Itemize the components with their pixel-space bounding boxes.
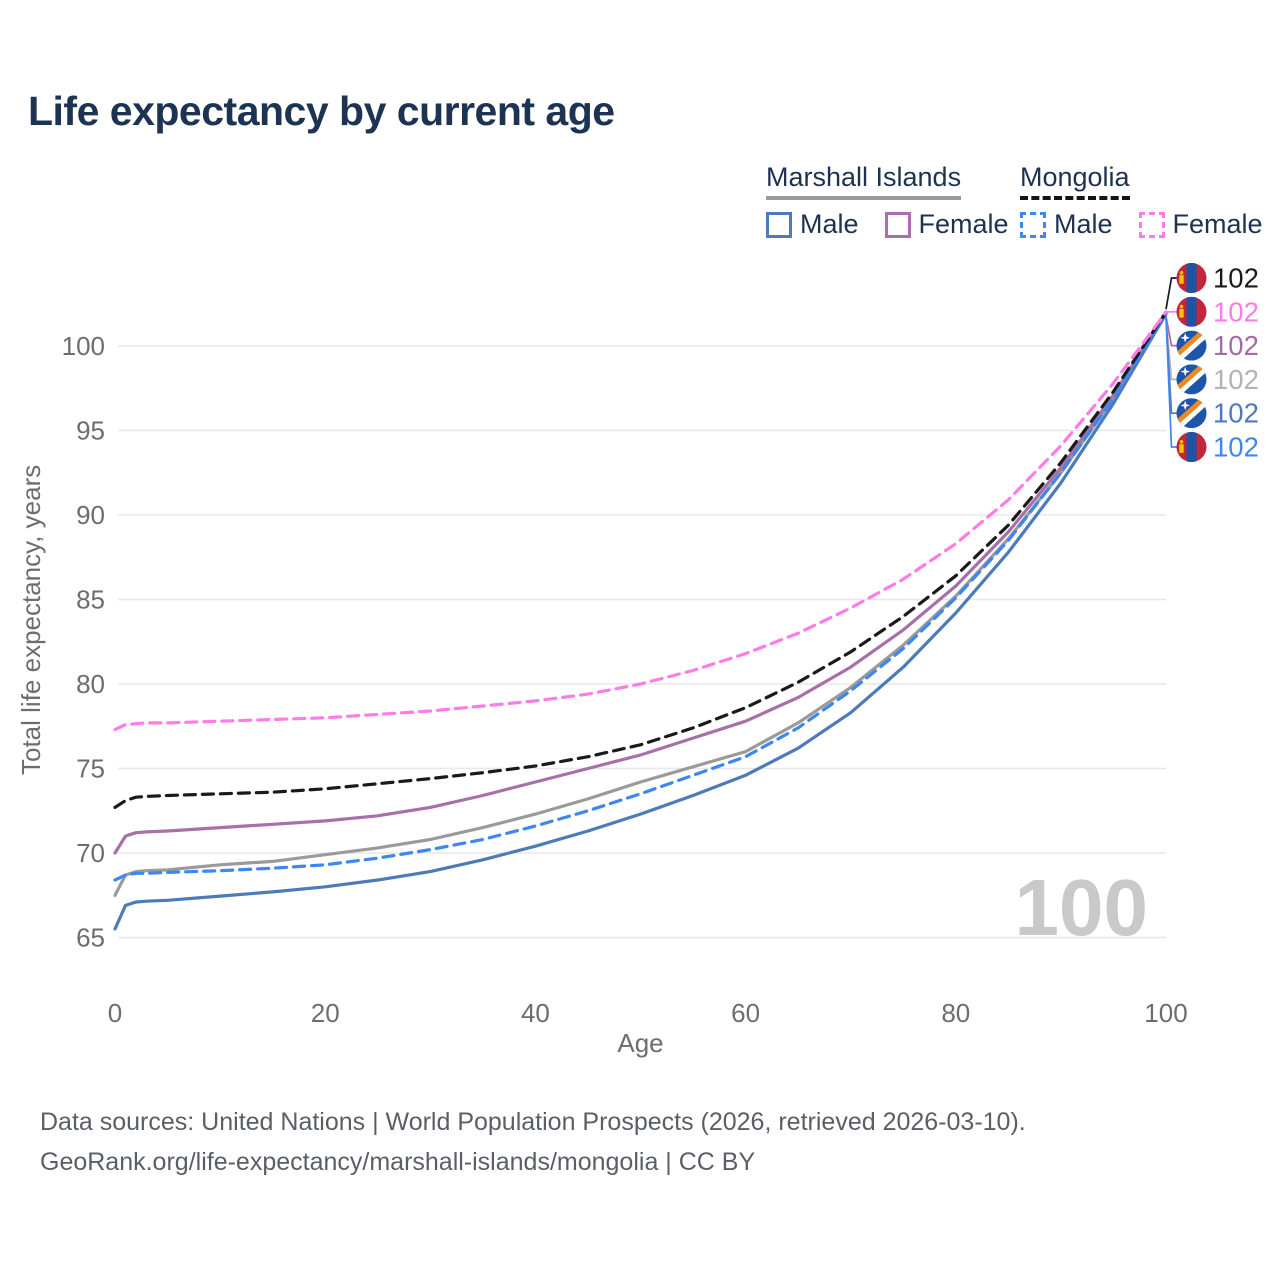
flag-stripe-white xyxy=(1178,367,1207,395)
x-axis-title: Age xyxy=(617,1028,664,1058)
mongolia-flag-icon xyxy=(1176,263,1207,293)
end-label-leader-mongolia-both xyxy=(1165,277,1177,310)
flag-soyombo-dot xyxy=(1179,304,1184,309)
flag-soyombo-bar xyxy=(1179,275,1184,284)
series-line-mongolia-female xyxy=(113,310,1168,732)
marshall-islands-flag-icon xyxy=(1176,398,1207,429)
y-tick-label: 65 xyxy=(76,923,105,953)
end-label-leader-mongolia-male xyxy=(1165,317,1177,448)
series-line-marshall-islands-female xyxy=(113,310,1168,855)
legend-swatch-marshall-islands-female xyxy=(884,211,911,238)
marshall-islands-flag-icon xyxy=(1176,330,1207,361)
legend-group-marshall-islands: Marshall Islands Male Female xyxy=(766,162,1009,240)
end-value-label-marshall-islands-both: 102 xyxy=(1213,364,1259,395)
y-tick-label: 85 xyxy=(76,585,105,615)
legend-swatch-mongolia-female xyxy=(1138,211,1165,238)
footer-data-sources: Data sources: United Nations | World Pop… xyxy=(40,1108,1026,1136)
end-value-label-mongolia-female: 102 xyxy=(1213,296,1259,327)
y-tick-label: 90 xyxy=(76,500,105,530)
legend-label: Male xyxy=(1054,209,1113,239)
legend-items-mongolia: Male Female xyxy=(1020,209,1263,240)
legend-items-marshall-islands: Male Female xyxy=(766,209,1009,240)
y-tick-label: 100 xyxy=(62,331,105,361)
x-tick-label: 100 xyxy=(1144,998,1187,1028)
legend-item-mongolia-male: Male xyxy=(1020,209,1113,240)
flag-stripe-orange xyxy=(1176,364,1204,391)
legend-label: Female xyxy=(918,209,1009,239)
flag-stripe-white xyxy=(1178,401,1207,428)
flag-soyombo-bar xyxy=(1179,309,1184,318)
footer-attribution: GeoRank.org/life-expectancy/marshall-isl… xyxy=(40,1148,756,1176)
end-value-label-marshall-islands-female: 102 xyxy=(1213,330,1259,361)
mongolia-flag-icon xyxy=(1176,296,1207,327)
legend-label: Female xyxy=(1172,209,1263,239)
flag-stripe-orange xyxy=(1176,330,1204,357)
legend-swatch-mongolia-male xyxy=(1020,211,1046,238)
age-watermark: 100 xyxy=(1014,863,1148,952)
flag-star xyxy=(1180,333,1190,343)
legend-item-marshall-islands-female: Female xyxy=(884,209,1009,240)
x-tick-label: 0 xyxy=(108,998,122,1028)
end-label-leader-marshall-islands-female xyxy=(1165,316,1177,347)
flag-band-blue xyxy=(1186,296,1197,327)
legend-group-title-marshall-islands: Marshall Islands xyxy=(766,162,962,200)
mongolia-flag-icon xyxy=(1176,432,1207,462)
x-tick-label: 20 xyxy=(311,998,340,1028)
end-value-label-marshall-islands-male: 102 xyxy=(1213,398,1259,429)
flag-band-blue xyxy=(1186,263,1197,293)
flag-stripe-white xyxy=(1178,333,1207,361)
flag-stripes xyxy=(1176,398,1207,428)
legend-group-title-mongolia: Mongolia xyxy=(1020,162,1130,200)
page-title: Life expectancy by current age xyxy=(28,88,615,134)
flag-star xyxy=(1180,366,1190,377)
x-tick-label: 40 xyxy=(521,998,550,1028)
flag-stripes xyxy=(1176,364,1207,395)
legend-item-marshall-islands-male: Male xyxy=(766,209,859,240)
flag-soyombo-bar xyxy=(1179,444,1184,453)
series-line-mongolia-male xyxy=(113,312,1168,882)
flag-stripes xyxy=(1176,330,1207,361)
y-tick-label: 80 xyxy=(76,669,105,699)
y-tick-label: 95 xyxy=(76,416,105,446)
legend-item-mongolia-female: Female xyxy=(1138,209,1263,240)
end-value-label-mongolia-male: 102 xyxy=(1213,432,1259,463)
end-value-label-mongolia-both: 102 xyxy=(1213,263,1259,294)
flag-stripe-orange xyxy=(1176,398,1204,425)
x-tick-label: 80 xyxy=(941,998,970,1028)
legend-swatch-marshall-islands-male xyxy=(766,211,792,238)
series-line-marshall-islands-both xyxy=(113,312,1168,897)
y-tick-label: 70 xyxy=(76,838,105,868)
flag-soyombo-dot xyxy=(1179,440,1184,444)
series-line-mongolia-both xyxy=(113,310,1168,810)
flag-band-blue xyxy=(1186,432,1197,462)
legend-group-mongolia: Mongolia Male Female xyxy=(1020,162,1263,240)
marshall-islands-flag-icon xyxy=(1176,364,1207,395)
y-tick-label: 75 xyxy=(76,754,105,784)
flag-star xyxy=(1180,400,1190,411)
series-line-marshall-islands-male xyxy=(113,312,1168,931)
x-tick-label: 60 xyxy=(731,998,760,1028)
flag-soyombo-dot xyxy=(1179,271,1184,275)
legend-label: Male xyxy=(800,209,859,239)
